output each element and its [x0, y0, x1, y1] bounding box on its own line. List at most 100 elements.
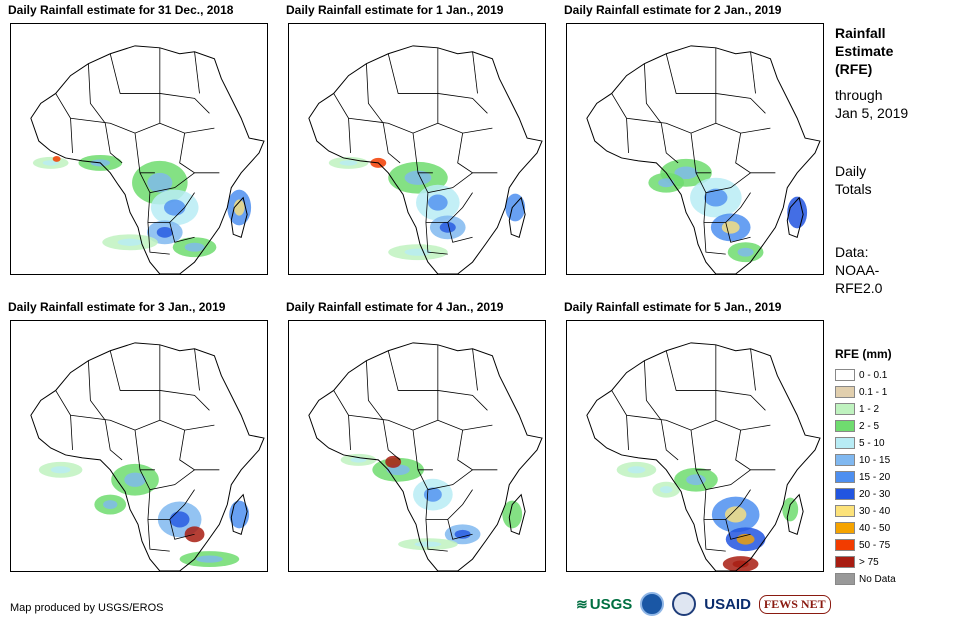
data-line: NOAA- [835, 262, 880, 278]
country-border [437, 122, 493, 134]
rainfall-map [288, 23, 546, 275]
country-border [626, 414, 716, 431]
legend-item: 50 - 75 [835, 537, 896, 553]
country-border [104, 123, 123, 164]
country-border [55, 390, 73, 450]
panel-1: Daily Rainfall estimate for 31 Dec., 201… [8, 3, 270, 275]
country-border [134, 430, 155, 471]
panel-title: Daily Rainfall estimate for 2 Jan., 2019 [564, 3, 782, 17]
country-border [179, 133, 220, 174]
legend-swatch [835, 539, 855, 551]
sidebar-data-source: Data: NOAA- RFE2.0 [835, 243, 882, 297]
rain-core [117, 238, 143, 246]
country-border [387, 350, 438, 391]
country-border [70, 117, 160, 134]
legend-label: 30 - 40 [859, 505, 891, 517]
country-border [159, 419, 215, 431]
legend-swatch [835, 471, 855, 483]
rainfall-map [566, 23, 824, 275]
rain-core [674, 166, 698, 180]
panel-title: Daily Rainfall estimate for 3 Jan., 2019 [8, 300, 226, 314]
legend-label: 50 - 75 [859, 539, 891, 551]
legend-swatch [835, 522, 855, 534]
rain-core [339, 160, 358, 166]
rain-blob [505, 193, 526, 222]
country-border [348, 117, 438, 134]
country-border [715, 390, 766, 411]
legend-swatch [835, 488, 855, 500]
country-border [104, 420, 123, 461]
country-border [660, 123, 679, 164]
country-border [703, 519, 726, 552]
legend-label: 5 - 10 [859, 437, 885, 449]
rain-core [404, 170, 432, 185]
rain-core [428, 194, 448, 211]
rain-core [721, 221, 740, 234]
logo-bar: ≋ USGS USAID FEWS NET [576, 592, 831, 616]
madagascar-outline [786, 196, 804, 238]
rain-core [627, 466, 646, 474]
africa-coastline [30, 342, 265, 571]
country-border [333, 93, 351, 153]
country-border [169, 519, 195, 540]
legend-swatch [835, 454, 855, 466]
legend-item: 30 - 40 [835, 503, 896, 519]
legend-item: 2 - 5 [835, 418, 896, 434]
country-border [139, 469, 195, 491]
country-border [194, 51, 200, 94]
country-border [366, 63, 384, 124]
usgs-logo: ≋ USGS [576, 596, 632, 613]
country-border [715, 93, 766, 114]
country-border [417, 469, 473, 491]
country-border [437, 93, 488, 114]
country-border [382, 123, 401, 164]
rainfall-map [10, 320, 268, 572]
legend-swatch [835, 420, 855, 432]
legend-item: 1 - 2 [835, 401, 896, 417]
panel-title: Daily Rainfall estimate for 1 Jan., 2019 [286, 3, 504, 17]
legend-swatch [835, 556, 855, 568]
africa-map [586, 342, 821, 571]
rain-core [50, 466, 71, 474]
totals-line: Totals [835, 181, 872, 197]
country-border [366, 360, 384, 421]
madagascar-outline [230, 196, 248, 238]
rain-core [42, 160, 59, 166]
country-border [147, 519, 170, 552]
madagascar-outline [508, 196, 526, 238]
country-border [169, 222, 195, 243]
sidebar-title: Rainfall Estimate (RFE) [835, 24, 893, 78]
country-border [139, 172, 195, 194]
rain-core [659, 486, 673, 494]
country-border [695, 469, 751, 491]
through-line: Jan 5, 2019 [835, 105, 909, 121]
africa-coastline [586, 45, 821, 274]
rain-core [156, 226, 173, 238]
country-border [611, 93, 629, 153]
legend-label: No Data [859, 573, 896, 585]
country-border [88, 63, 106, 124]
country-border [387, 53, 438, 94]
country-border [695, 172, 751, 194]
country-border [70, 414, 160, 431]
country-border [725, 222, 751, 243]
panel-title: Daily Rainfall estimate for 4 Jan., 2019 [286, 300, 504, 314]
country-border [725, 519, 751, 540]
legend-label: 15 - 20 [859, 471, 891, 483]
legend-swatch [835, 505, 855, 517]
noaa-logo [640, 592, 665, 616]
sidebar-totals: Daily Totals [835, 162, 872, 198]
country-border [437, 390, 488, 411]
country-border [447, 519, 473, 540]
country-border [457, 133, 498, 174]
country-border [159, 93, 210, 114]
rain-core [196, 555, 223, 563]
legend-swatch [835, 437, 855, 449]
legend-item: No Data [835, 571, 896, 587]
africa-map [30, 45, 265, 274]
rainfall-map [10, 23, 268, 275]
country-border [55, 93, 73, 153]
country-border [472, 51, 478, 94]
data-line: RFE2.0 [835, 280, 883, 296]
country-border [611, 390, 629, 450]
